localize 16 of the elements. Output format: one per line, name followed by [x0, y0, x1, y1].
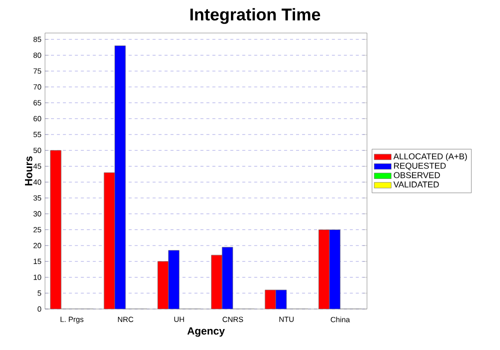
bar: [168, 250, 180, 309]
legend-label: OBSERVED: [394, 172, 440, 178]
bar: [114, 45, 126, 309]
bar: [104, 172, 115, 309]
x-axis-title: Agency: [187, 327, 225, 337]
bar: [158, 261, 168, 309]
bar: [50, 150, 62, 309]
legend-label: ALLOCATED (A+B): [393, 153, 467, 162]
legend-label: VALIDATED: [393, 182, 439, 188]
legend-label: REQUESTED: [394, 162, 446, 170]
bar: [329, 229, 340, 309]
bar: [222, 246, 234, 309]
bar: [211, 254, 222, 309]
bar: [318, 229, 330, 309]
y-axis-title: Hours: [25, 156, 32, 186]
chart-title: Integration Time: [190, 8, 320, 24]
